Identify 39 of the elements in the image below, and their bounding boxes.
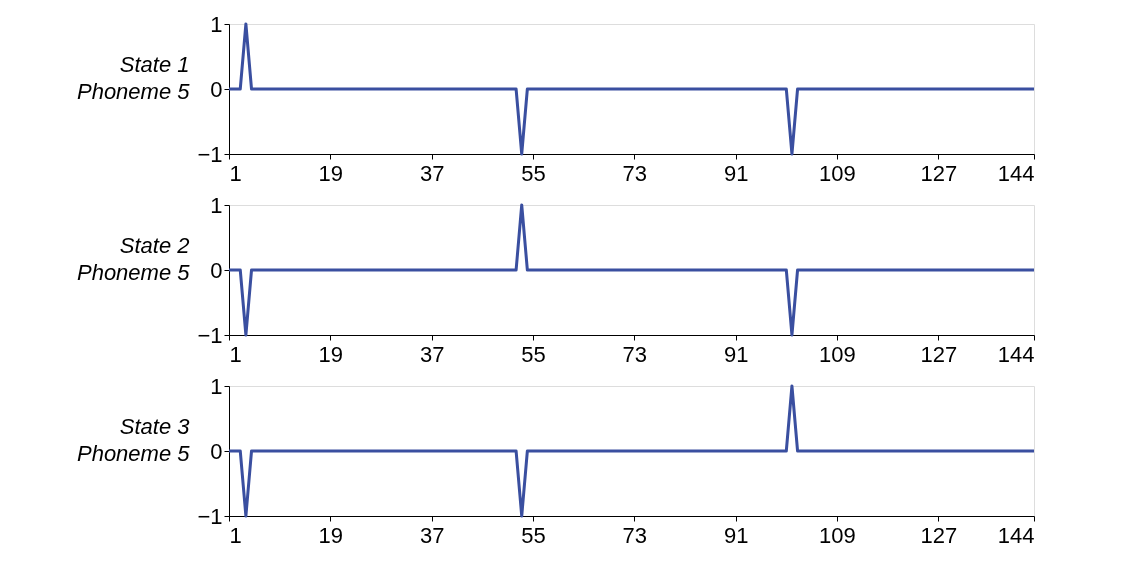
x-tick-label: 19 <box>318 341 344 367</box>
x-tick-label: 91 <box>723 341 749 367</box>
y-tick-label: 0 <box>210 438 223 464</box>
x-tick-label: 73 <box>622 341 648 367</box>
x-tick-label: 37 <box>419 522 445 548</box>
y-tick-label: −1 <box>197 141 223 167</box>
y-tick-label: −1 <box>197 503 223 529</box>
y-tick-label: 1 <box>210 11 223 37</box>
x-tick-label: 19 <box>318 160 344 186</box>
x-tick-label: 37 <box>419 160 445 186</box>
y-tick-label: −1 <box>197 322 223 348</box>
x-tick-label: 73 <box>622 522 648 548</box>
x-tick-label: 55 <box>521 160 546 186</box>
x-tick-label: 1 <box>229 341 242 367</box>
x-tick-label: 19 <box>318 522 344 548</box>
y-tick-label: 0 <box>210 257 223 283</box>
x-tick-label: 91 <box>723 522 749 548</box>
x-tick-label: 55 <box>521 341 546 367</box>
x-tick-label: 1 <box>229 160 242 186</box>
x-tick-label: 109 <box>819 160 856 186</box>
x-tick-label: 127 <box>920 522 958 548</box>
y-tick-label: 1 <box>210 373 223 399</box>
x-tick-label: 109 <box>819 522 856 548</box>
y-axis-title: State 3 Phoneme 5 <box>76 413 191 466</box>
x-tick-label: 55 <box>521 522 546 548</box>
x-tick-label: 109 <box>819 341 856 367</box>
x-tick-label: 127 <box>920 160 958 186</box>
x-tick-label: 91 <box>723 160 749 186</box>
y-axis-title: State 2 Phoneme 5 <box>76 232 191 285</box>
x-tick-label: 144 <box>997 341 1035 367</box>
x-tick-label: 144 <box>997 522 1035 548</box>
y-tick-label: 0 <box>210 76 223 102</box>
x-tick-label: 127 <box>920 341 958 367</box>
y-tick-label: 1 <box>210 192 223 218</box>
x-tick-label: 1 <box>229 522 242 548</box>
x-tick-label: 73 <box>622 160 648 186</box>
x-tick-label: 144 <box>997 160 1035 186</box>
x-tick-label: 37 <box>419 341 445 367</box>
y-axis-title: State 1 Phoneme 5 <box>76 51 191 104</box>
